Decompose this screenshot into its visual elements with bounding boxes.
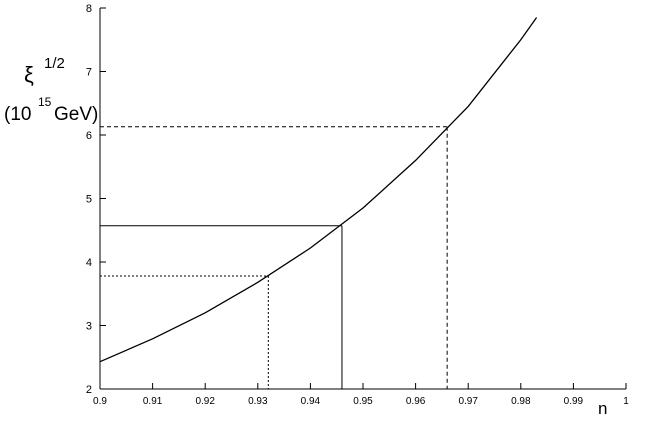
- y-tick-label: 5: [86, 194, 92, 206]
- y-label-unit-exponent: 15: [38, 95, 52, 109]
- x-tick-label: 0.92: [195, 396, 215, 407]
- x-tick-label: 0.91: [143, 396, 163, 407]
- x-tick-label: 0.9: [93, 396, 107, 407]
- x-tick-label: 1: [623, 396, 629, 407]
- x-tick-label: 0.94: [301, 396, 321, 407]
- y-tick-label: 7: [86, 67, 92, 79]
- y-tick-label: 8: [86, 3, 92, 15]
- curve: [99, 17, 538, 363]
- y-tick-label: 3: [86, 321, 92, 333]
- y-label-symbol: ξ: [24, 62, 34, 87]
- x-tick-label: 0.93: [248, 396, 268, 407]
- y-label-unit: GeV): [54, 104, 98, 125]
- x-tick-label: 0.99: [564, 396, 584, 407]
- x-label: n: [598, 399, 607, 418]
- x-tick-label: 0.96: [406, 396, 426, 407]
- y-tick-label: 2: [86, 384, 92, 396]
- y-tick-label: 6: [86, 130, 92, 142]
- y-label-unit: (10: [4, 104, 31, 125]
- x-tick-label: 0.98: [511, 396, 531, 407]
- y-label-exponent: 1/2: [44, 55, 65, 72]
- x-tick-label: 0.97: [458, 396, 478, 407]
- y-tick-label: 4: [86, 257, 92, 269]
- x-tick-label: 0.95: [353, 396, 373, 407]
